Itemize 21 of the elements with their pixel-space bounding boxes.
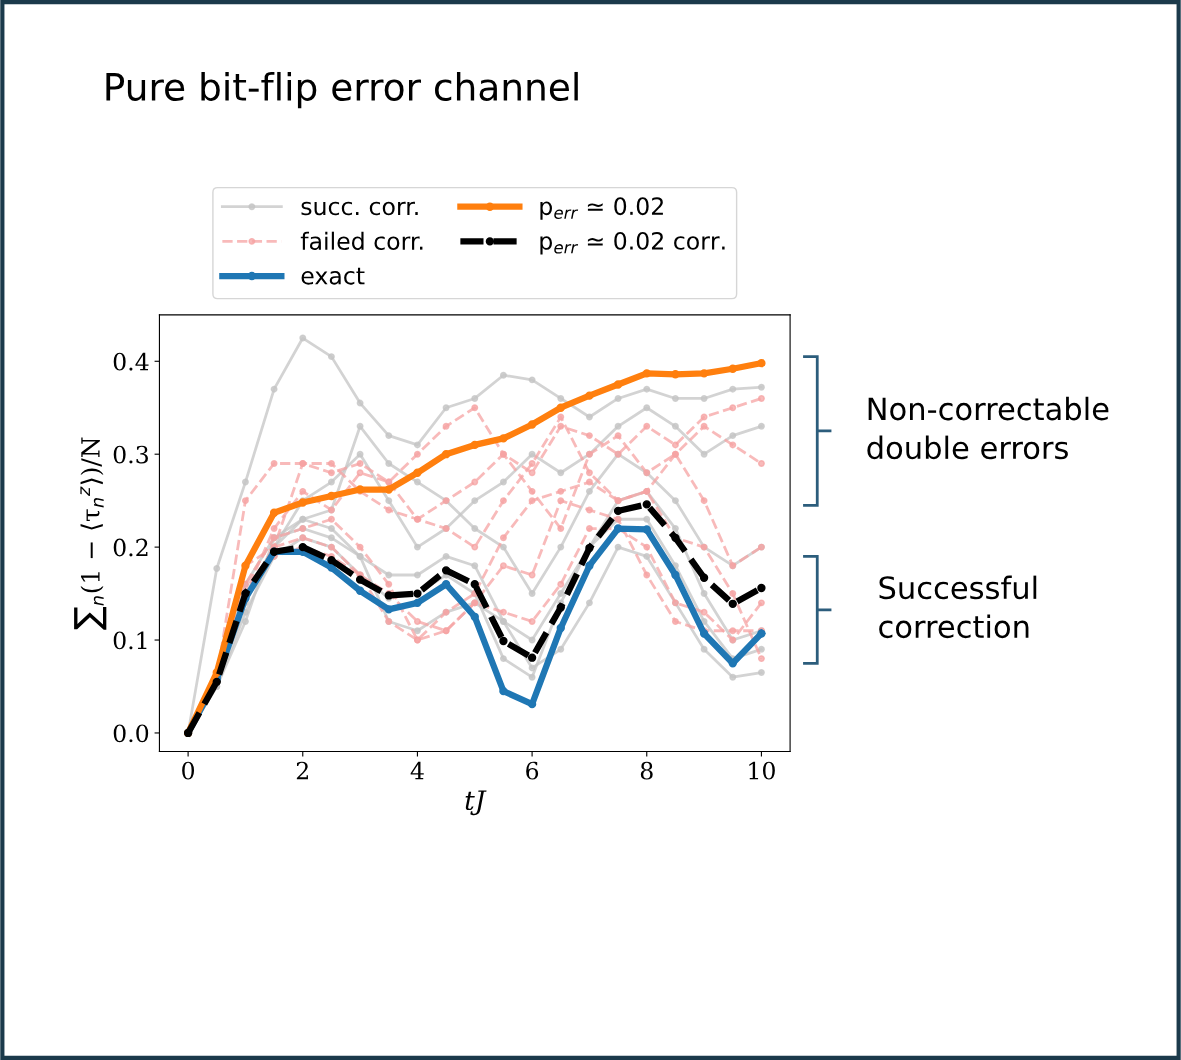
y-tick-label: 0.2 (113, 538, 148, 557)
legend-label: succ. corr. (301, 201, 418, 216)
x-tick-label: 8 (640, 761, 653, 780)
x-tick-label: 0 (182, 761, 195, 780)
y-tick-label: 0.1 (113, 631, 147, 650)
legend-label: failed corr. (300, 231, 423, 250)
text: Non-correctable double errors (867, 396, 1109, 460)
x-tick-label: 2 (296, 761, 308, 780)
x-axis-title: tJ (465, 790, 487, 816)
x-tick-label: 6 (526, 761, 539, 780)
x-tick-label: 10 (749, 761, 775, 780)
chart-title: Pure bit-flip error channel (106, 71, 578, 109)
x-tick-label: 4 (410, 761, 424, 780)
y-tick-label: 0.0 (113, 724, 149, 743)
legend-label: p$_{err}$ ≃ 0.02 (540, 197, 663, 220)
y-tick-label: 0.3 (113, 445, 148, 464)
legend-label: exact (301, 267, 365, 285)
y-axis-title: ∑$_{n}$(1 − ⟨τ$_{n}$$^{z}$⟩)/N (74, 437, 107, 630)
y-tick-label: 0.4 (113, 352, 149, 371)
legend-label: p$_{err}$ ≃ 0.02 corr. (540, 231, 725, 255)
text: Successful correction (879, 575, 1037, 639)
